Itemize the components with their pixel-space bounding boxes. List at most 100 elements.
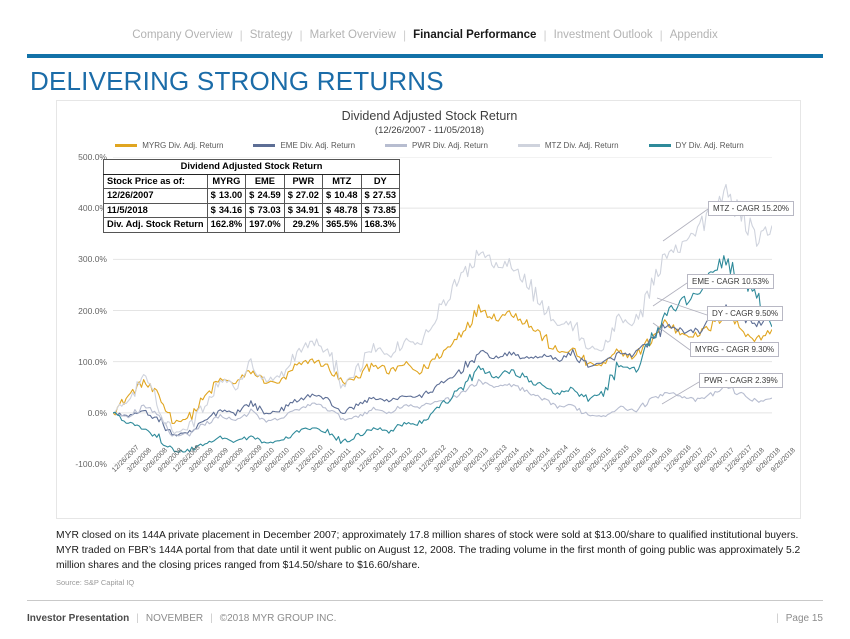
footer-divider xyxy=(27,600,823,601)
chart-container: Dividend Adjusted Stock Return (12/26/20… xyxy=(56,100,801,519)
cell-myrg-2007: 13.00 xyxy=(218,188,247,204)
series-line-pwr xyxy=(113,378,772,437)
table-col-myrg: MYRG xyxy=(206,173,247,190)
y-tick-label: 200.0% xyxy=(78,305,107,316)
total-myrg: 162.8% xyxy=(206,217,247,234)
cell-mtz-2018: 48.78 xyxy=(333,202,362,219)
page-title: DELIVERING STRONG RETURNS xyxy=(30,66,444,96)
legend-swatch-eme xyxy=(253,144,276,147)
table-col-mtz: MTZ xyxy=(321,173,362,190)
currency-symbol: $ xyxy=(206,188,219,204)
page-footer: Investor Presentation | NOVEMBER | ©2018… xyxy=(27,607,823,629)
legend-item-dy[interactable]: DY Div. Adj. Return xyxy=(648,141,744,150)
total-eme: 197.0% xyxy=(245,217,285,234)
legend-swatch-dy xyxy=(648,144,671,147)
table-row-label: 12/26/2007 xyxy=(103,188,208,204)
legend-label-eme: EME Div. Adj. Return xyxy=(280,141,356,150)
footer-title: Investor Presentation xyxy=(27,612,130,624)
currency-symbol: $ xyxy=(245,188,258,204)
total-mtz: 365.5% xyxy=(321,217,362,234)
legend-swatch-pwr xyxy=(385,144,408,147)
nav-separator: | xyxy=(239,28,243,42)
legend-label-myrg: MYRG Div. Adj. Return xyxy=(142,141,224,150)
currency-symbol: $ xyxy=(360,188,373,204)
currency-symbol: $ xyxy=(245,202,258,219)
legend-swatch-mtz xyxy=(517,144,540,147)
footer-copyright: ©2018 MYR GROUP INC. xyxy=(219,612,337,624)
accent-divider-bar xyxy=(27,54,823,58)
table-total-row: Div. Adj. Stock Return 162.8% 197.0% 29.… xyxy=(103,217,401,234)
cell-eme-2018: 73.03 xyxy=(257,202,285,219)
legend-item-pwr[interactable]: PWR Div. Adj. Return xyxy=(385,141,488,150)
callout-eme: EME - CAGR 10.53% xyxy=(687,274,774,289)
cell-pwr-2018: 34.91 xyxy=(295,202,323,219)
legend-label-pwr: PWR Div. Adj. Return xyxy=(412,141,488,150)
x-axis-labels: 12/26/2007 3/26/2008 6/26/2008 9/26/2008 12/… xyxy=(57,444,802,527)
currency-symbol: $ xyxy=(206,202,219,219)
cell-pwr-2007: 27.02 xyxy=(295,188,323,204)
cell-mtz-2007: 10.48 xyxy=(333,188,362,204)
chart-subtitle: (12/26/2007 - 11/05/2018) xyxy=(374,125,485,136)
callout-mtz: MTZ - CAGR 15.20% xyxy=(708,201,795,216)
table-row-label: 11/5/2018 xyxy=(103,202,208,219)
cell-dy-2018: 73.85 xyxy=(372,202,401,219)
series-line-mtz xyxy=(113,183,772,435)
total-row-label: Div. Adj. Stock Return xyxy=(103,217,208,234)
nav-item-company-overview[interactable]: Company Overview xyxy=(132,29,233,41)
footer-separator: | xyxy=(776,612,779,624)
table-col-pwr: PWR xyxy=(283,173,323,190)
legend-label-mtz: MTZ Div. Adj. Return xyxy=(544,141,619,150)
callout-dy: DY - CAGR 9.50% xyxy=(707,306,784,321)
nav-item-market-overview[interactable]: Market Overview xyxy=(309,29,396,41)
table-row: 12/26/2007 $ 13.00 $ 24.59 $ 27.02 $ 10.… xyxy=(103,188,401,204)
top-navigation: Company Overview | Strategy | Market Ove… xyxy=(0,28,850,42)
dividend-adjusted-return-table: Dividend Adjusted Stock Return Stock Pri… xyxy=(102,159,401,234)
table-row: 11/5/2018 $ 34.16 $ 73.03 $ 34.91 $ 48.7… xyxy=(103,202,401,219)
nav-separator: | xyxy=(402,28,407,42)
currency-symbol: $ xyxy=(283,202,296,219)
series-line-myrg xyxy=(113,304,772,424)
nav-separator: | xyxy=(543,28,547,42)
table-title-row: Dividend Adjusted Stock Return xyxy=(102,159,401,175)
legend-item-mtz[interactable]: MTZ Div. Adj. Return xyxy=(517,141,619,150)
nav-separator: | xyxy=(659,28,663,42)
y-tick-label: 400.0% xyxy=(78,203,107,214)
currency-symbol: $ xyxy=(321,202,334,219)
callout-pwr: PWR - CAGR 2.39% xyxy=(699,373,783,388)
y-tick-label: 0.0% xyxy=(87,407,107,418)
series-line-dy xyxy=(113,255,772,453)
cell-myrg-2018: 34.16 xyxy=(218,202,247,219)
legend-item-myrg[interactable]: MYRG Div. Adj. Return xyxy=(115,141,223,150)
nav-item-appendix[interactable]: Appendix xyxy=(669,29,718,41)
currency-symbol: $ xyxy=(360,202,373,219)
table-header-label: Stock Price as of: xyxy=(103,173,208,190)
total-pwr: 29.2% xyxy=(283,217,323,234)
callout-myrg: MYRG - CAGR 9.30% xyxy=(690,342,780,357)
table-col-dy: DY xyxy=(360,173,401,190)
nav-item-financial-performance[interactable]: Financial Performance xyxy=(413,29,537,41)
table-header-row: Stock Price as of: MYRG EME PWR MTZ DY xyxy=(103,173,401,190)
page-number: Page 15 xyxy=(785,612,823,624)
footer-month: NOVEMBER xyxy=(145,612,204,624)
legend-item-eme[interactable]: EME Div. Adj. Return xyxy=(253,141,355,150)
cell-dy-2007: 27.53 xyxy=(372,188,401,204)
cell-eme-2007: 24.59 xyxy=(257,188,285,204)
footer-separator: | xyxy=(210,612,213,624)
y-tick-label: 500.0% xyxy=(78,152,107,162)
table-title: Dividend Adjusted Stock Return xyxy=(102,159,401,175)
footnote-text: MYR closed on its 144A private placement… xyxy=(56,530,801,571)
currency-symbol: $ xyxy=(321,188,334,204)
nav-item-investment-outlook[interactable]: Investment Outlook xyxy=(553,29,653,41)
nav-separator: | xyxy=(299,28,303,42)
footer-page-number-group: | Page 15 xyxy=(769,613,823,624)
legend-swatch-myrg xyxy=(115,144,138,147)
chart-title: Dividend Adjusted Stock Return xyxy=(341,109,518,123)
source-label: Source: S&P Capital IQ xyxy=(56,578,135,587)
chart-legend: MYRG Div. Adj. Return EME Div. Adj. Retu… xyxy=(57,141,802,150)
footer-separator: | xyxy=(136,612,139,624)
y-tick-label: -100.0% xyxy=(75,459,107,469)
y-tick-label: 300.0% xyxy=(78,254,107,265)
y-tick-label: 100.0% xyxy=(78,356,107,367)
nav-item-strategy[interactable]: Strategy xyxy=(249,29,293,41)
currency-symbol: $ xyxy=(283,188,296,204)
